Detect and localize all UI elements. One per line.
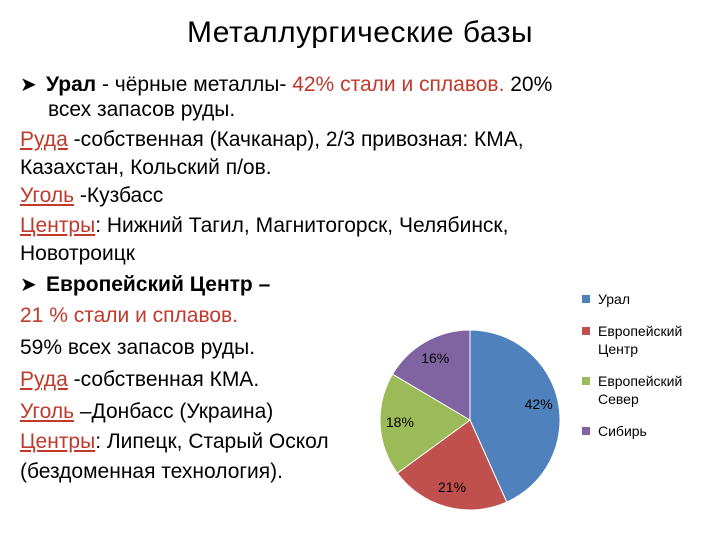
- pie-data-label: 16%: [421, 350, 450, 367]
- chart-legend: Урал Европейский Центр Европейский Север Си…: [582, 290, 717, 454]
- slide-title: Металлургические базы: [186, 16, 534, 49]
- legend-item: Европейский Центр: [582, 322, 717, 358]
- europe-name: Европейский Центр –: [46, 273, 271, 296]
- ural-ore-text: -собственная (Качканар), 2/3 привозная: …: [67, 128, 524, 151]
- legend-swatch: [582, 327, 590, 335]
- ural-centers-line: Центры: Нижний Тагил, Магнитогорск, Челя…: [20, 214, 508, 238]
- ural-coal-line: Уголь -Кузбасс: [20, 184, 163, 208]
- legend-item: Европейский Север: [582, 372, 717, 408]
- europe-coal-label: Уголь: [20, 400, 75, 423]
- legend-label: Сибирь: [598, 423, 647, 439]
- pie-chart: [379, 329, 561, 511]
- ural-text-2: 20%: [504, 73, 553, 96]
- legend-item: Сибирь: [582, 422, 717, 440]
- pie-slice: [391, 329, 471, 421]
- europe-ore-text: -собственная КМА.: [67, 368, 260, 391]
- europe-ore-share: 59% всех запасов руды.: [20, 336, 256, 359]
- ural-ore-line: Руда -собственная (Качканар), 2/3 привоз…: [20, 128, 524, 152]
- europe-centers-label: Центры: [20, 430, 96, 453]
- pie-data-label: 42%: [524, 396, 553, 413]
- legend-swatch: [582, 427, 590, 435]
- europe-ore-line: Руда -собственная КМА.: [20, 368, 259, 392]
- pie-data-label: 21%: [438, 478, 467, 495]
- arrow-bullet-icon: ➤: [20, 74, 37, 96]
- ural-coal-text: -Кузбасс: [74, 184, 164, 207]
- europe-coal-line: Уголь –Донбасс (Украина): [20, 400, 273, 424]
- ural-share: 42% стали и сплавов.: [292, 73, 505, 96]
- pie-slice: [379, 373, 471, 474]
- legend-label: Урал: [598, 291, 631, 307]
- ural-name: Урал: [46, 73, 97, 96]
- ural-coal-label: Уголь: [20, 184, 75, 207]
- legend-label: Европейский Север: [598, 373, 683, 407]
- europe-note: (бездоменная технология).: [20, 460, 283, 483]
- europe-line: ➤ Европейский Центр –: [20, 272, 270, 297]
- ural-line: ➤ Урал - чёрные металлы- 42% стали и спла…: [20, 72, 552, 97]
- europe-coal-text: –Донбасс (Украина): [74, 400, 274, 423]
- ural-centers-line-2: Новотроицк: [20, 242, 135, 265]
- ural-centers-label: Центры: [20, 214, 96, 237]
- europe-centers-line: Центры: Липецк, Старый Оскол: [20, 430, 329, 454]
- europe-share: 21 % стали и сплавов.: [20, 304, 239, 327]
- arrow-bullet-icon: ➤: [20, 274, 37, 296]
- europe-centers-text: : Липецк, Старый Оскол: [95, 430, 329, 453]
- ural-text: - чёрные металлы-: [96, 73, 293, 96]
- ural-reserves: всех запасов руды.: [48, 98, 236, 121]
- pie-slice: [469, 329, 561, 503]
- pie-slice: [396, 419, 508, 511]
- legend-swatch: [582, 295, 590, 303]
- ural-centers-text: : Нижний Тагил, Магнитогорск, Челябинск,: [95, 214, 509, 237]
- europe-ore-label: Руда: [20, 368, 68, 391]
- legend-swatch: [582, 377, 590, 385]
- ural-ore-label: Руда: [20, 128, 68, 151]
- ural-ore-line-2: Казахстан, Кольский п/ов.: [20, 156, 272, 179]
- pie-data-label: 18%: [385, 414, 414, 431]
- legend-label: Европейский Центр: [598, 323, 683, 357]
- legend-item: Урал: [582, 290, 717, 308]
